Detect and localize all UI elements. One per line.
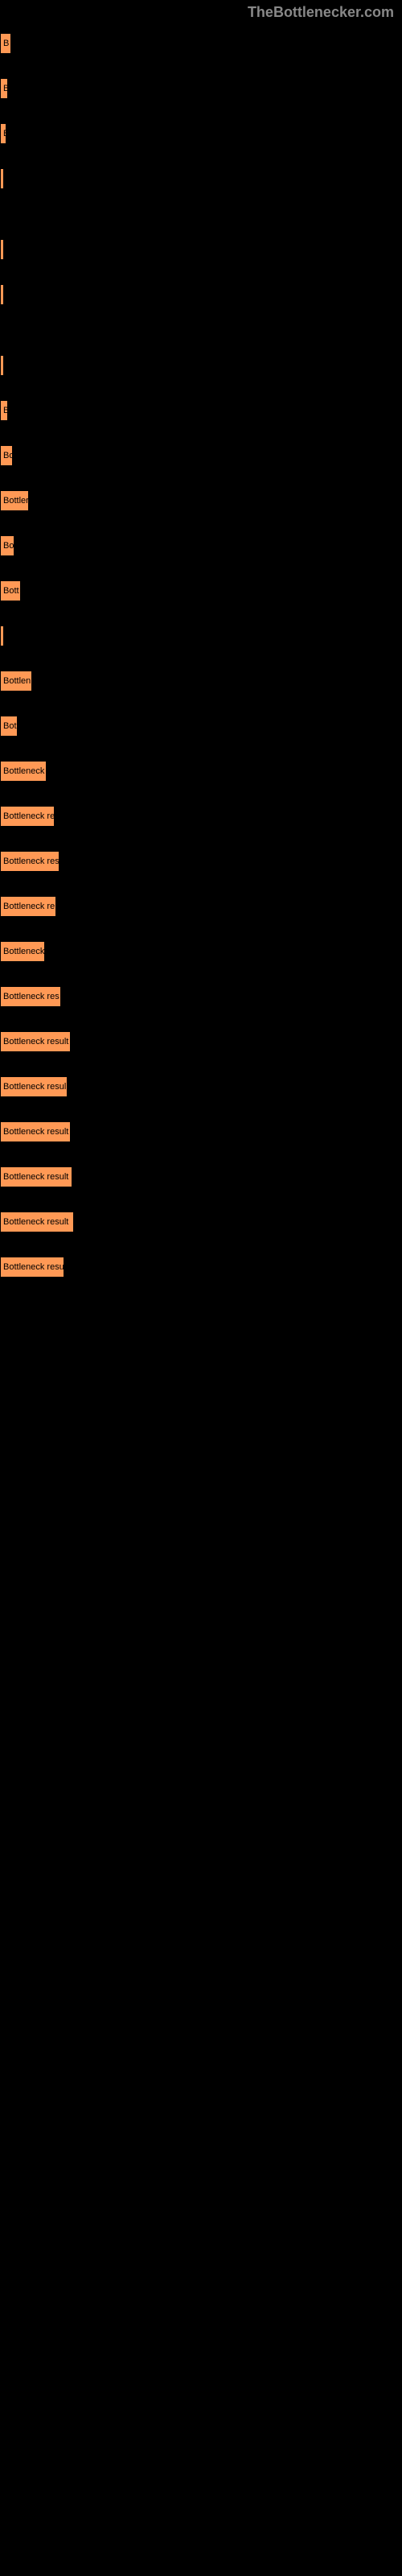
chart-bar — [0, 168, 4, 189]
chart-bar: Bo — [0, 535, 14, 556]
chart-bar: Bot — [0, 716, 18, 737]
bar-chart: B B B B Bo Bottler Bo Bott Bottlen Bot Bottleneck B… — [0, 0, 402, 1278]
bar-row: Bottlen — [0, 670, 402, 692]
bar-row: Bottleneck — [0, 760, 402, 782]
chart-bar — [0, 625, 4, 646]
bar-row: Bottleneck re — [0, 895, 402, 918]
chart-bar: Bottleneck res — [0, 986, 61, 1007]
chart-bar: Bottleneck re — [0, 806, 55, 827]
bar-row — [0, 283, 402, 306]
bar-row: Bottleneck — [0, 940, 402, 963]
chart-bar: B — [0, 123, 6, 144]
bar-row: Bottleneck resu — [0, 1256, 402, 1278]
bar-row: Bo — [0, 535, 402, 557]
chart-bar: Bottleneck — [0, 761, 47, 782]
chart-bar: B — [0, 78, 8, 99]
bar-row — [0, 625, 402, 647]
bar-row: B — [0, 399, 402, 422]
bar-row: Bottleneck res — [0, 850, 402, 873]
bar-row: Bottler — [0, 489, 402, 512]
chart-bar: Bottleneck res — [0, 851, 59, 872]
chart-bar — [0, 284, 4, 305]
bar-row: B — [0, 122, 402, 145]
bar-row — [0, 354, 402, 377]
chart-bar: Bottleneck re — [0, 896, 56, 917]
bar-row: Bo — [0, 444, 402, 467]
chart-bar: Bo — [0, 445, 13, 466]
bar-row: Bott — [0, 580, 402, 602]
bar-row: Bot — [0, 715, 402, 737]
chart-bar: Bottleneck result — [0, 1031, 71, 1052]
chart-bar — [0, 239, 4, 260]
chart-bar: Bottler — [0, 490, 29, 511]
bar-row — [0, 167, 402, 190]
bar-row: Bottleneck re — [0, 805, 402, 828]
bar-row: Bottleneck result — [0, 1211, 402, 1233]
bar-row: Bottleneck result — [0, 1121, 402, 1143]
chart-bar: Bottleneck result — [0, 1212, 74, 1232]
bar-row: B — [0, 32, 402, 55]
chart-bar: B — [0, 400, 8, 421]
watermark-text: TheBottlenecker.com — [248, 4, 394, 21]
bar-row — [0, 238, 402, 261]
bar-row: Bottleneck res — [0, 985, 402, 1008]
bar-row: B — [0, 77, 402, 100]
chart-bar: Bottleneck result — [0, 1166, 72, 1187]
chart-bar: Bottleneck — [0, 941, 45, 962]
chart-bar: Bottleneck result — [0, 1121, 71, 1142]
chart-bar — [0, 355, 4, 376]
bar-row: Bottleneck resul — [0, 1075, 402, 1098]
chart-bar: Bottlen — [0, 671, 32, 691]
chart-bar: B — [0, 33, 11, 54]
chart-bar: Bott — [0, 580, 21, 601]
bar-row: Bottleneck result — [0, 1166, 402, 1188]
chart-bar: Bottleneck resul — [0, 1076, 68, 1097]
bar-row: Bottleneck result — [0, 1030, 402, 1053]
chart-bar: Bottleneck resu — [0, 1257, 64, 1278]
